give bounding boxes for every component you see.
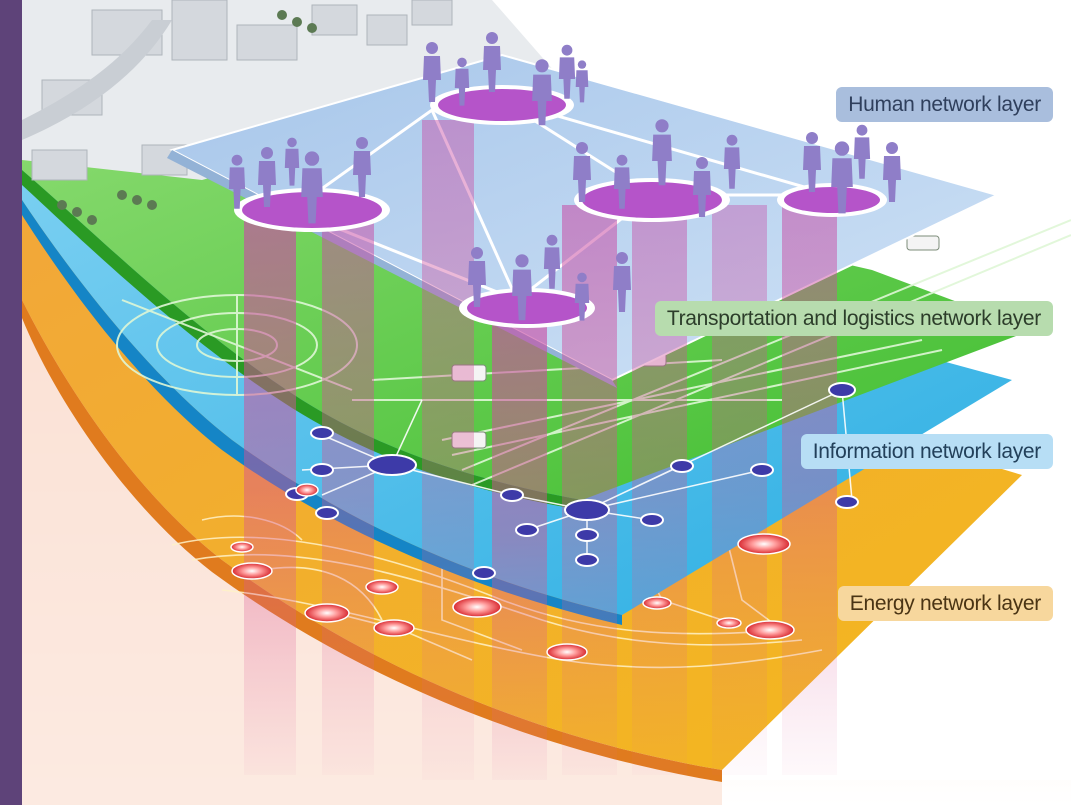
info-node xyxy=(500,488,524,502)
information-network-layer-label: Information network layer xyxy=(800,434,1053,469)
info-node xyxy=(472,566,496,580)
person-figure xyxy=(512,254,532,321)
info-node xyxy=(640,513,664,527)
energy-node xyxy=(745,620,795,640)
person-figure xyxy=(353,137,371,197)
person-figure xyxy=(573,142,591,202)
person-figure xyxy=(228,154,246,209)
person-figure xyxy=(803,132,821,192)
person-figure xyxy=(574,272,590,321)
info-node xyxy=(310,426,334,440)
energy-nodes xyxy=(230,483,795,661)
layered-city-network-illustration xyxy=(22,0,1071,805)
energy-node xyxy=(230,541,254,553)
person-figure xyxy=(853,124,871,179)
person-figure xyxy=(883,142,901,202)
person-figure xyxy=(483,32,501,92)
information-nodes xyxy=(285,382,859,580)
person-figure xyxy=(543,234,561,289)
info-node xyxy=(575,553,599,567)
person-figure xyxy=(301,151,323,224)
info-node xyxy=(515,523,539,537)
person-figure xyxy=(613,252,631,312)
energy-node xyxy=(546,643,588,661)
person-figure xyxy=(723,134,741,189)
energy-node xyxy=(231,562,273,580)
person-figure xyxy=(613,154,631,209)
info-node xyxy=(310,463,334,477)
energy-node xyxy=(373,619,415,637)
person-figure xyxy=(468,247,486,307)
energy-node xyxy=(295,483,319,497)
info-node xyxy=(575,528,599,542)
person-figure xyxy=(652,119,672,186)
info-node xyxy=(315,506,339,520)
diagram-frame: Human network layer Transportation and l… xyxy=(22,0,1071,805)
energy-node xyxy=(716,617,742,629)
person-figure xyxy=(423,42,441,102)
transportation-network-layer-label: Transportation and logistics network lay… xyxy=(654,301,1053,336)
ground-slab-side xyxy=(22,250,722,805)
person-figure xyxy=(831,141,853,214)
info-node xyxy=(564,499,610,521)
info-node xyxy=(367,454,417,476)
energy-node xyxy=(452,596,502,618)
info-node xyxy=(835,495,859,509)
energy-node xyxy=(304,603,350,623)
hub-node xyxy=(582,182,722,218)
energy-node xyxy=(365,579,399,595)
person-figure xyxy=(693,157,711,217)
hub-node xyxy=(784,187,880,213)
vertical-connectors xyxy=(244,120,837,780)
energy-network-layer-label: Energy network layer xyxy=(837,586,1053,621)
person-figure xyxy=(454,57,470,106)
person-figure xyxy=(558,44,576,99)
energy-node xyxy=(642,596,672,610)
info-node xyxy=(670,459,694,473)
info-node xyxy=(750,463,774,477)
person-figure xyxy=(532,59,552,126)
human-network-layer-label: Human network layer xyxy=(836,87,1053,122)
people-figures xyxy=(228,32,901,321)
energy-node xyxy=(737,533,791,555)
person-figure xyxy=(575,60,589,103)
person-figure xyxy=(284,137,300,186)
info-node xyxy=(828,382,856,398)
person-figure xyxy=(258,147,276,207)
hub-node xyxy=(467,292,587,324)
